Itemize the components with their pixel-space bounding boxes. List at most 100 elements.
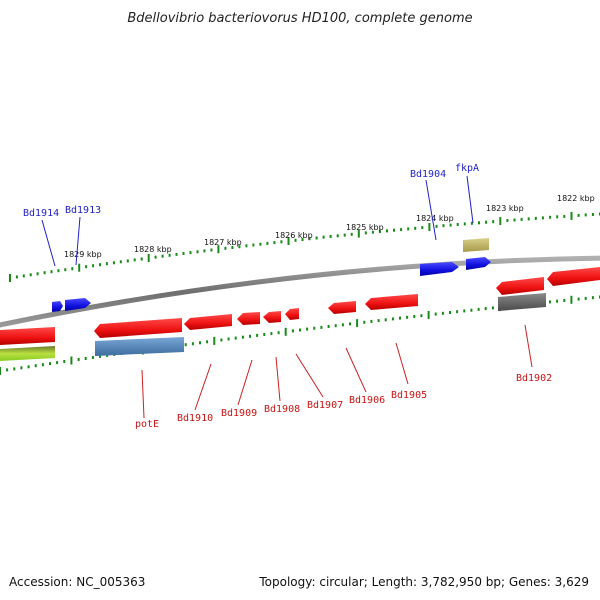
scale-minor-tick — [85, 265, 88, 269]
forward-gene-arrow[interactable] — [65, 298, 91, 311]
scale-minor-tick — [84, 357, 87, 360]
scale-minor-tick — [99, 354, 101, 358]
label-leader-line — [194, 363, 212, 411]
reverse-gene-arrow[interactable] — [547, 267, 600, 286]
scale-minor-tick — [407, 227, 410, 231]
scale-minor-tick — [478, 221, 480, 225]
scale-minor-tick — [57, 269, 60, 273]
scale-minor-tick — [591, 213, 594, 216]
scale-major-tick — [570, 295, 573, 304]
scale-minor-tick — [99, 263, 101, 267]
scale-major-tick — [78, 263, 81, 272]
scale-major-tick — [427, 310, 430, 319]
scale-labels: 1829 kbp 1828 kbp 1827 kbp 1826 kbp 1825… — [64, 194, 595, 259]
gene-label-bd1910[interactable]: Bd1910 — [177, 413, 213, 424]
scale-major-tick — [357, 229, 360, 238]
scale-major-tick — [499, 217, 502, 226]
gene-label-bd1902[interactable]: Bd1902 — [516, 373, 552, 384]
scale-minor-tick — [301, 238, 304, 241]
label-leader-line — [425, 179, 437, 241]
gene-label-bd1906[interactable]: Bd1906 — [349, 395, 385, 406]
scale-minor-tick — [133, 258, 136, 262]
scale-minor-tick — [71, 267, 74, 271]
reverse-gene-arrow[interactable] — [94, 318, 182, 338]
scale-minor-tick — [34, 364, 37, 368]
reverse-gene-arrow[interactable] — [285, 308, 299, 320]
scale-major-tick — [284, 327, 287, 336]
kbp-label: 1824 kbp — [416, 214, 454, 223]
scale-minor-tick — [563, 299, 566, 302]
kbp-label: 1829 kbp — [64, 250, 102, 259]
reverse-gene-arrow[interactable] — [365, 294, 418, 310]
kbp-label: 1828 kbp — [134, 245, 172, 254]
genome-summary-text: Topology: circular; Length: 3,782,950 bp… — [258, 575, 589, 589]
scale-minor-tick — [294, 238, 297, 242]
scale-minor-tick — [364, 231, 367, 235]
scale-minor-tick — [112, 261, 115, 265]
gene-label-bd1904[interactable]: Bd1904 — [410, 169, 446, 180]
scale-minor-tick — [91, 356, 94, 359]
gene-label-pote[interactable]: potE — [135, 419, 159, 430]
bottom-gene-labels: potE Bd1910 Bd1909 Bd1908 Bd1907 Bd1906 … — [135, 324, 552, 430]
feature-block[interactable] — [95, 337, 184, 356]
scale-minor-tick — [308, 237, 311, 241]
forward-gene-arrow[interactable] — [466, 257, 491, 270]
scale-minor-tick — [549, 215, 552, 219]
scale-minor-tick — [549, 300, 551, 304]
scale-minor-tick — [350, 232, 353, 236]
reverse-gene-arrow[interactable] — [496, 277, 544, 295]
reverse-gene-arrow[interactable] — [184, 314, 232, 330]
gene-label-bd1914[interactable]: Bd1914 — [23, 208, 59, 219]
scale-minor-tick — [470, 221, 473, 225]
scale-minor-tick — [168, 253, 171, 257]
scale-minor-tick — [435, 224, 438, 228]
scale-minor-tick — [492, 220, 495, 224]
feature-block[interactable] — [463, 238, 489, 252]
scale-major-tick — [356, 319, 359, 328]
label-leader-line — [75, 216, 81, 266]
genome-backbone — [0, 255, 600, 328]
scale-minor-tick — [421, 226, 424, 230]
scale-minor-tick — [371, 230, 374, 234]
scale-minor-tick — [534, 216, 537, 220]
gene-label-bd1905[interactable]: Bd1905 — [391, 390, 427, 401]
scale-minor-tick — [291, 329, 294, 333]
scale-major-tick — [287, 237, 290, 245]
scale-minor-tick — [182, 252, 185, 255]
scale-track-top — [9, 211, 600, 282]
scale-major-tick — [570, 211, 573, 220]
scale-minor-tick — [22, 274, 25, 278]
label-leader-line — [395, 342, 409, 385]
gene-label-bd1909[interactable]: Bd1909 — [221, 408, 257, 419]
gene-label-bd1907[interactable]: Bd1907 — [307, 400, 343, 411]
kbp-label: 1827 kbp — [204, 238, 242, 247]
scale-minor-tick — [210, 248, 213, 252]
scale-minor-tick — [231, 246, 234, 249]
reverse-gene-arrow[interactable] — [263, 311, 281, 323]
feature-block[interactable] — [498, 293, 546, 311]
reverse-gene-arrow[interactable] — [237, 312, 260, 325]
scale-minor-tick — [449, 223, 452, 227]
scale-minor-tick — [256, 333, 259, 337]
reverse-genes — [0, 267, 600, 361]
forward-gene-arrow[interactable] — [52, 301, 63, 312]
scale-minor-tick — [442, 224, 445, 228]
scale-minor-tick — [577, 213, 580, 217]
scale-minor-tick — [463, 222, 466, 226]
scale-minor-tick — [6, 368, 9, 372]
scale-minor-tick — [20, 366, 23, 370]
scale-minor-tick — [306, 327, 309, 331]
forward-genes — [52, 238, 491, 312]
scale-minor-tick — [313, 326, 316, 330]
top-gene-labels: Bd1914 Bd1913 Bd1904 fkpA — [23, 163, 479, 267]
gene-label-bd1908[interactable]: Bd1908 — [264, 404, 300, 415]
map-title: Bdellovibrio bacteriovorus HD100, comple… — [127, 11, 472, 26]
reverse-gene-arrow[interactable] — [328, 301, 356, 314]
feature-block[interactable] — [0, 346, 55, 361]
reverse-gene-arrow[interactable] — [0, 327, 55, 345]
gene-label-fkpa[interactable]: fkpA — [455, 163, 479, 174]
scale-minor-tick — [370, 319, 373, 323]
forward-gene-arrow[interactable] — [420, 262, 459, 276]
scale-minor-tick — [266, 241, 269, 245]
gene-label-bd1913[interactable]: Bd1913 — [65, 205, 101, 216]
